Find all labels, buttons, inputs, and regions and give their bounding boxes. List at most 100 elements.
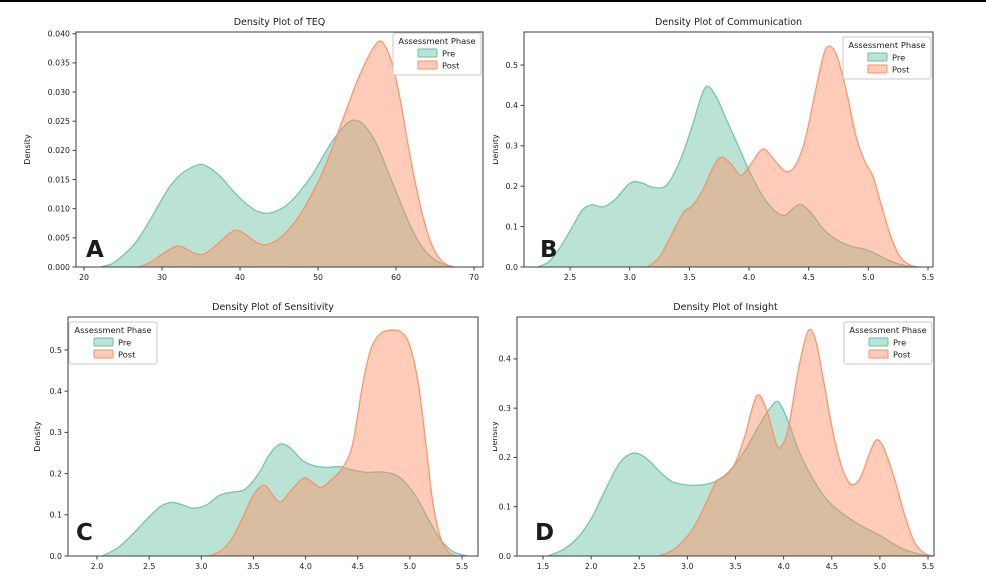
axes-spines <box>516 316 935 557</box>
legend: Assessment Phase Pre Post <box>392 32 482 76</box>
x-tick-label: 2.5 <box>564 273 576 282</box>
axes-spines <box>523 31 934 268</box>
legend-entry-label: Post <box>893 350 911 360</box>
y-tick-label: 0.3 <box>499 404 511 413</box>
y-tick-label: 0.4 <box>499 355 511 364</box>
plot-title: Density Plot of Sensitivity <box>212 302 334 313</box>
y-tick-label: 0.035 <box>48 59 70 68</box>
x-tick-label: 5.5 <box>922 273 934 282</box>
x-tick-label: 2.5 <box>633 562 645 571</box>
y-axis-label: Density <box>33 421 42 452</box>
x-tick-label: 30 <box>157 273 167 282</box>
x-tick-label: 70 <box>469 273 479 282</box>
legend-title: Assessment Phase <box>398 36 475 46</box>
legend-entry-label: Pre <box>118 338 131 348</box>
y-tick-label: 0.1 <box>499 503 511 512</box>
x-tick-label: 20 <box>79 273 89 282</box>
legend-swatch-pre <box>867 52 888 62</box>
x-tick-label: 3.0 <box>624 273 636 282</box>
y-tick-label: 0.3 <box>50 428 62 437</box>
y-tick-label: 0.025 <box>48 117 70 126</box>
y-tick-label: 0.005 <box>48 234 70 243</box>
legend-entry-label: Pre <box>893 338 906 348</box>
legend-swatch-post <box>417 60 438 70</box>
panel-letter: C <box>76 520 93 546</box>
legend: Assessment Phase Pre Post <box>68 321 158 365</box>
density-panel-d: Density Plot of Insight Density 1.5 2.0 2.5 3… <box>493 292 986 585</box>
x-tick-label: 60 <box>391 273 401 282</box>
legend-swatch-pre <box>93 337 114 347</box>
density-panel-c: Density Plot of Sensitivity Density 2.0 2.5… <box>0 292 493 585</box>
post-density-curve <box>138 40 455 267</box>
pre-density-area <box>547 401 929 556</box>
pre-density-curve <box>547 400 929 556</box>
y-tick-label: 0.0 <box>506 263 518 272</box>
x-tick-label: 4.5 <box>802 273 814 282</box>
pre-density-area <box>537 86 919 267</box>
post-density-area <box>209 330 457 556</box>
x-tick-label: 40 <box>235 273 245 282</box>
x-tick-label: 5.0 <box>404 562 416 571</box>
legend-entry-label: Post <box>442 61 460 71</box>
y-tick-label: 0.2 <box>506 182 518 191</box>
y-tick-label: 0.015 <box>48 175 70 184</box>
legend-entry-label: Post <box>118 350 136 360</box>
x-tick-label: 5.5 <box>922 562 934 571</box>
y-tick-label: 0.4 <box>50 387 62 396</box>
y-tick-label: 0.4 <box>506 101 518 110</box>
x-tick-label: 5.5 <box>456 562 468 571</box>
y-tick-label: 0.2 <box>50 469 62 478</box>
panel-letter: D <box>535 520 554 546</box>
post-density-curve <box>209 329 458 556</box>
legend-swatch-post <box>93 349 114 359</box>
x-tick-label: 5.0 <box>874 562 886 571</box>
y-tick-label: 0.5 <box>50 346 62 355</box>
y-tick-label: 0.010 <box>48 204 70 213</box>
density-panel-a: Density Plot of TEQ Density 20 30 40 50 60 70 0.… <box>0 0 493 292</box>
y-tick-label: 0.040 <box>48 30 70 39</box>
legend-swatch-pre <box>417 48 438 58</box>
x-tick-label: 2.0 <box>585 562 597 571</box>
legend-entry-label: Pre <box>442 49 455 59</box>
y-tick-label: 0.5 <box>506 61 518 70</box>
x-tick-label: 4.5 <box>826 562 838 571</box>
y-axis-label: Density <box>23 134 32 165</box>
axes-spines <box>75 31 484 268</box>
x-tick-label: 2.5 <box>143 562 155 571</box>
post-density-curve <box>647 45 919 267</box>
pre-density-curve <box>101 443 468 556</box>
x-tick-label: 3.5 <box>247 562 259 571</box>
y-tick-label: 0.1 <box>506 222 518 231</box>
post-density-area <box>647 46 919 267</box>
panel-letter: B <box>540 237 558 263</box>
x-tick-label: 3.5 <box>683 273 695 282</box>
x-tick-label: 4.0 <box>743 273 755 282</box>
y-axis-label: Density <box>493 421 499 452</box>
density-panel-b: Density Plot of Communication Density 2.5 3… <box>493 0 986 292</box>
legend-entry-label: Pre <box>892 53 905 63</box>
pre-density-area <box>99 120 455 267</box>
post-density-area <box>138 41 455 267</box>
y-axis-label: Density <box>493 134 500 165</box>
panel-c-svg: Density Plot of Sensitivity Density 2.0 2.5… <box>33 302 479 571</box>
x-tick-label: 3.0 <box>195 562 207 571</box>
legend-swatch-pre <box>868 337 889 347</box>
legend-swatch-post <box>867 64 888 74</box>
y-tick-label: 0.3 <box>506 142 518 151</box>
x-tick-label: 2.0 <box>91 562 103 571</box>
post-density-area <box>658 329 933 556</box>
panel-d-svg: Density Plot of Insight Density 1.5 2.0 2.5 3… <box>493 302 935 571</box>
x-tick-label: 50 <box>313 273 323 282</box>
panel-b-svg: Density Plot of Communication Density 2.5 3… <box>493 17 934 282</box>
x-tick-label: 3.0 <box>681 562 693 571</box>
pre-density-curve <box>537 85 919 267</box>
x-tick-label: 4.0 <box>299 562 311 571</box>
plot-title: Density Plot of Communication <box>655 17 802 28</box>
plot-title: Density Plot of Insight <box>673 302 778 313</box>
pre-density-curve <box>99 119 455 267</box>
legend-title: Assessment Phase <box>848 40 925 50</box>
x-tick-label: 5.0 <box>862 273 874 282</box>
legend: Assessment Phase Pre Post <box>843 321 933 365</box>
